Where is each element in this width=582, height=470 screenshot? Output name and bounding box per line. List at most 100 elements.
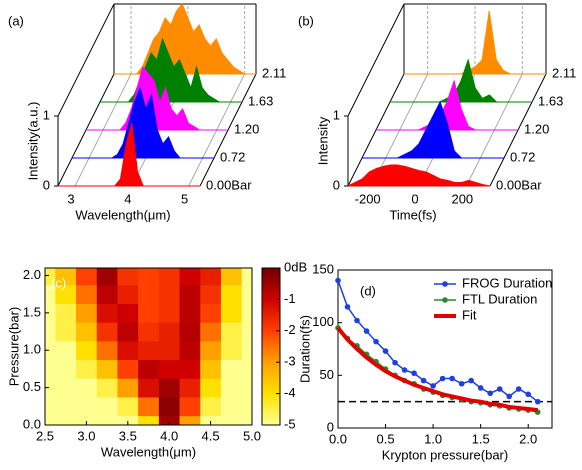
marker [411,370,417,377]
heatmap-cell [45,303,56,323]
heatmap-cell [55,322,77,342]
heatmap-cell [220,359,243,379]
heatmap-cell [158,396,181,417]
heatmap-cell [241,378,253,398]
heatmap-cell [76,378,98,398]
heatmap-cell [138,340,160,361]
series-label: 1.63 [538,93,563,108]
heatmap-cell [96,340,118,361]
heatmap-cell [158,415,181,426]
heatmap-cell [200,378,222,398]
heatmap-cell [179,284,201,305]
heatmap-cell [220,268,243,286]
heatmap-cell [200,359,222,379]
heatmap-cell [200,303,222,323]
heatmap-cell [117,268,139,286]
x-tick-label: 200 [451,191,473,206]
y-tick-label: 0.0 [23,416,41,431]
colorbar-label: 0dB [284,259,307,274]
heatmap-cell [158,322,181,342]
marker [373,338,379,345]
heatmap-cell [96,415,118,426]
heatmap-cell [200,322,222,342]
heatmap-cell [45,284,56,305]
heatmap-cell [200,284,222,305]
heatmap-cell [76,340,98,361]
series-label: 0.72 [510,149,535,164]
marker [525,391,532,398]
heatmap-cell [179,268,201,286]
heatmap-cell [45,340,56,361]
heatmap-cell [96,378,118,398]
y-tick-label: 0.5 [23,379,41,394]
x-tick-label: 0 [411,191,418,206]
marker [382,348,389,354]
marker [439,375,446,382]
trace [390,58,532,103]
axis-line [347,3,405,117]
heatmap-cell [200,415,222,426]
heatmap-cell [55,396,77,417]
marker [449,375,455,382]
heatmap-cell [96,303,118,323]
marker [458,380,465,387]
series-label: 2.11 [552,65,576,80]
heatmap-cell [117,415,139,426]
marker [363,328,370,334]
heatmap-cell [138,322,160,342]
heatmap-cell [179,396,201,417]
heatmap-cell [76,396,98,417]
heatmap-cell [138,396,160,417]
heatmap-cell [117,322,139,342]
heatmap-cell [76,303,98,323]
heatmap-cell [138,359,160,379]
series-label: 1.20 [524,121,549,136]
heatmap-cell [179,303,201,323]
marker [344,304,351,310]
heatmap-cell [55,340,77,361]
series-label: 0.00Bar [496,177,542,192]
x-axis-label: Wavelength(μm) [101,444,196,459]
heatmap-cell [241,396,253,417]
heatmap-cell [117,303,139,323]
x-tick-label: 1.0 [424,431,442,446]
marker [430,383,436,389]
y-axis-label: Intensity [315,116,330,165]
heatmap-cell [179,340,201,361]
series-label: 2.11 [262,65,286,80]
heatmap-cell [55,284,77,305]
colorbar-label: -2 [284,322,296,337]
heatmap-cell [138,415,160,426]
y-tick-label: 100 [312,314,334,329]
panel-label: (c) [51,275,66,290]
marker [477,385,484,391]
x-tick-label: 1.5 [472,431,490,446]
heatmap-cell [241,359,253,379]
heatmap-cell [220,340,243,361]
heatmap-cell [45,378,56,398]
heatmap-cell [241,340,253,361]
marker [354,317,360,324]
heatmap-cell [55,268,77,286]
x-tick-label: -200 [355,191,381,206]
colorbar-label: -1 [284,291,296,306]
heatmap-cell [76,415,98,426]
heatmap-cell [220,378,243,398]
heatmap-cell [158,303,181,323]
y-axis-label: Intensity(a.u.) [25,102,40,181]
heatmap-cell [220,396,243,417]
marker [515,386,522,392]
series-line [337,280,539,403]
heatmap-cell [138,303,160,323]
x-tick-label: 4.0 [160,428,178,443]
heatmap-cell [117,340,139,361]
heatmap-cell [96,284,118,305]
heatmap-cell [241,284,253,305]
x-tick-label: 5.0 [243,428,261,443]
heatmap-cell [117,378,139,398]
heatmap-cell [45,322,56,342]
panel-label: (d) [360,283,376,298]
heatmap-cell [179,378,201,398]
heatmap-cell [117,359,139,379]
heatmap-cell [220,303,243,323]
